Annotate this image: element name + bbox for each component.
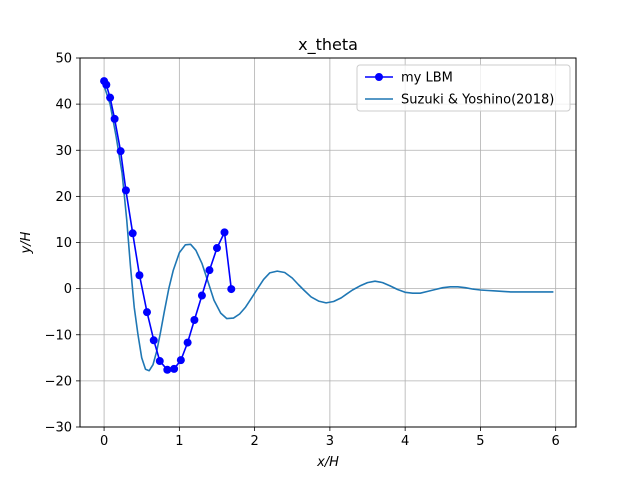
- legend-box: [356, 64, 571, 112]
- data-point-my-lbm: [190, 315, 199, 324]
- y-tick-label: 10: [55, 236, 72, 251]
- y-tick-label: 50: [55, 52, 72, 67]
- data-point-my-lbm: [142, 308, 151, 317]
- series-line-suzuki-yoshino: [103, 85, 554, 372]
- ticks: 0 1 2 3 4 5 6 −30 −20 −10 0 10 20 30 40 50: [45, 52, 560, 450]
- y-tick-label: 20: [55, 190, 72, 205]
- data-point-my-lbm: [110, 114, 119, 123]
- data-point-my-lbm: [163, 365, 172, 374]
- data-point-my-lbm: [102, 80, 111, 89]
- y-tick-label: 0: [64, 282, 72, 297]
- y-tick-label: 40: [55, 98, 72, 113]
- data-point-my-lbm: [135, 271, 144, 280]
- data-point-my-lbm: [183, 338, 192, 347]
- data-point-my-lbm: [197, 291, 206, 300]
- legend: my LBM Suzuki & Yoshino(2018): [356, 64, 571, 112]
- data-point-my-lbm: [121, 186, 130, 195]
- data-point-my-lbm: [116, 147, 125, 156]
- data-point-my-lbm: [220, 228, 229, 237]
- x-tick-label: 3: [326, 434, 334, 449]
- legend-marker-my-lbm: [375, 73, 383, 81]
- plot-series: [100, 77, 554, 374]
- legend-entry-my-lbm: my LBM: [401, 71, 453, 86]
- legend-entry-suzuki-yoshino: Suzuki & Yoshino(2018): [401, 93, 554, 108]
- y-tick-label: 30: [55, 144, 72, 159]
- y-tick-label: −30: [45, 421, 72, 436]
- data-point-my-lbm: [176, 356, 185, 365]
- y-tick-label: −20: [45, 374, 72, 389]
- x-axis-label: x/H: [316, 455, 339, 470]
- data-point-my-lbm: [170, 364, 179, 373]
- x-tick-label: 2: [250, 434, 258, 449]
- y-axis-label: y/H: [19, 231, 34, 254]
- x-tick-label: 5: [476, 434, 484, 449]
- x-tick-label: 4: [401, 434, 409, 449]
- x-tick-label: 0: [100, 434, 108, 449]
- data-point-my-lbm: [205, 266, 214, 275]
- data-point-my-lbm: [149, 336, 158, 345]
- data-point-my-lbm: [227, 285, 236, 294]
- data-point-my-lbm: [106, 93, 115, 102]
- data-point-my-lbm: [155, 357, 164, 366]
- chart-title: x_theta: [298, 35, 358, 55]
- x-tick-label: 6: [552, 434, 560, 449]
- data-point-my-lbm: [212, 244, 221, 253]
- y-tick-label: −10: [45, 328, 72, 343]
- x-tick-label: 1: [175, 434, 183, 449]
- data-point-my-lbm: [128, 229, 137, 238]
